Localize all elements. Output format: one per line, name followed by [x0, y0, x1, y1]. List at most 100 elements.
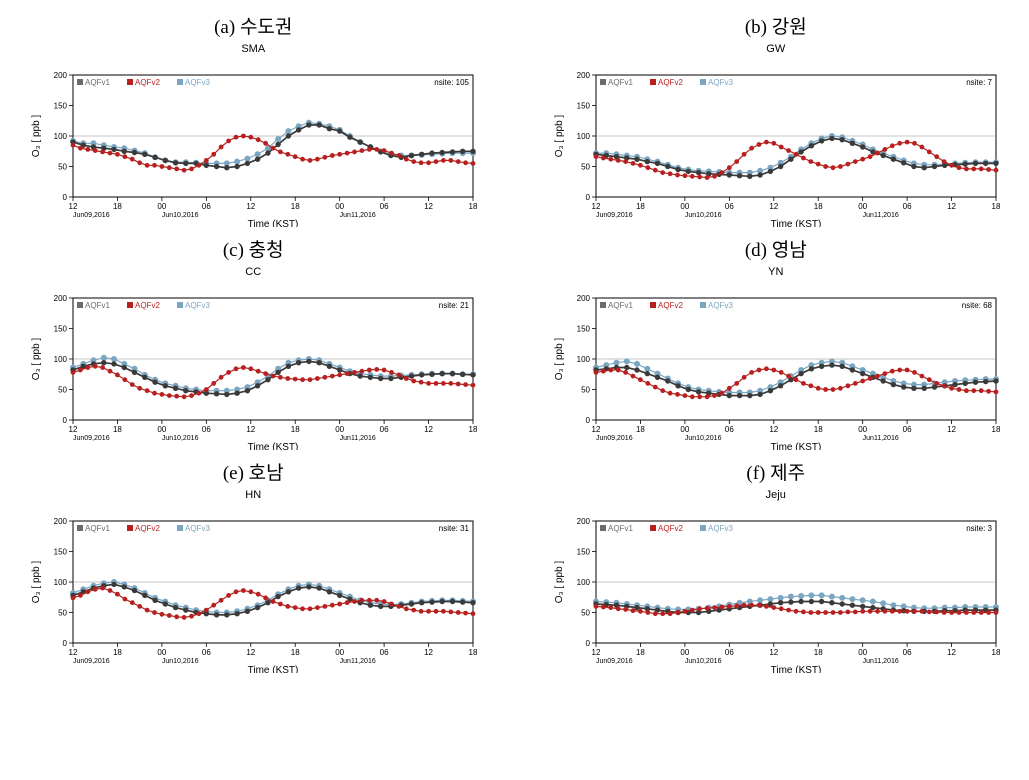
svg-text:AQFv3: AQFv3 [185, 524, 210, 533]
svg-text:AQFv3: AQFv3 [708, 524, 733, 533]
y-axis-label: O₃ [ ppb ] [31, 115, 42, 158]
svg-text:12: 12 [247, 425, 256, 434]
svg-text:100: 100 [576, 355, 590, 364]
svg-text:06: 06 [725, 425, 734, 434]
svg-text:12: 12 [424, 648, 433, 657]
svg-text:AQFv1: AQFv1 [608, 78, 633, 87]
chart-d: 050100150200 12180006121800061218 Jun09,… [546, 280, 1006, 450]
svg-text:100: 100 [576, 578, 590, 587]
svg-text:06: 06 [902, 425, 911, 434]
panel-e: (e) 호남 HN 050100150200 12180006121800061… [12, 458, 495, 673]
svg-text:00: 00 [858, 425, 867, 434]
svg-text:00: 00 [680, 202, 689, 211]
svg-text:06: 06 [202, 648, 211, 657]
svg-text:00: 00 [158, 425, 167, 434]
svg-text:18: 18 [636, 202, 645, 211]
panel-caption: (a) 수도권 [214, 12, 292, 39]
svg-text:AQFv2: AQFv2 [135, 524, 160, 533]
svg-text:AQFv1: AQFv1 [85, 524, 110, 533]
svg-text:12: 12 [769, 648, 778, 657]
svg-text:12: 12 [69, 202, 78, 211]
chart-c: 050100150200 12180006121800061218 Jun09,… [23, 280, 483, 450]
nsite-label: nsite: 7 [966, 78, 992, 87]
svg-text:00: 00 [335, 425, 344, 434]
svg-text:AQFv3: AQFv3 [185, 301, 210, 310]
svg-text:200: 200 [576, 517, 590, 526]
panel-f: (f) 제주 Jeju 050100150200 121800061218000… [535, 458, 1018, 673]
chart-svg: 050100150200 12180006121800061218 Jun09,… [546, 503, 1006, 673]
svg-text:12: 12 [424, 202, 433, 211]
svg-text:00: 00 [335, 648, 344, 657]
svg-text:18: 18 [814, 425, 823, 434]
panel-caption: (f) 제주 [746, 458, 805, 485]
svg-text:AQFv3: AQFv3 [185, 78, 210, 87]
chart-b: 050100150200 12180006121800061218 Jun09,… [546, 57, 1006, 227]
nsite-label: nsite: 31 [439, 524, 470, 533]
svg-text:06: 06 [380, 648, 389, 657]
x-axis-label: Time (KST) [248, 442, 299, 450]
svg-text:150: 150 [576, 102, 590, 111]
x-axis-label: Time (KST) [770, 665, 821, 673]
svg-text:150: 150 [576, 548, 590, 557]
svg-text:06: 06 [902, 648, 911, 657]
svg-text:100: 100 [576, 132, 590, 141]
svg-text:06: 06 [725, 202, 734, 211]
panel-caption: (d) 영남 [745, 235, 807, 262]
chart-svg: 050100150200 12180006121800061218 Jun09,… [23, 57, 483, 227]
svg-text:18: 18 [991, 202, 1000, 211]
svg-text:AQFv2: AQFv2 [658, 301, 683, 310]
svg-text:150: 150 [54, 325, 68, 334]
svg-text:Jun10,2016: Jun10,2016 [685, 658, 722, 665]
svg-text:0: 0 [63, 416, 68, 425]
svg-text:12: 12 [591, 202, 600, 211]
svg-text:18: 18 [469, 202, 478, 211]
svg-text:Jun09,2016: Jun09,2016 [596, 435, 633, 442]
svg-text:12: 12 [424, 425, 433, 434]
svg-text:18: 18 [469, 425, 478, 434]
svg-text:50: 50 [581, 386, 590, 395]
svg-text:00: 00 [858, 648, 867, 657]
svg-text:100: 100 [54, 578, 68, 587]
svg-text:0: 0 [63, 639, 68, 648]
chart-a: 050100150200 12180006121800061218 Jun09,… [23, 57, 483, 227]
svg-text:12: 12 [247, 648, 256, 657]
svg-text:12: 12 [947, 202, 956, 211]
svg-text:18: 18 [113, 202, 122, 211]
svg-text:18: 18 [636, 648, 645, 657]
svg-text:200: 200 [576, 71, 590, 80]
svg-text:12: 12 [591, 648, 600, 657]
svg-text:Jun09,2016: Jun09,2016 [596, 212, 633, 219]
svg-text:06: 06 [202, 202, 211, 211]
svg-text:18: 18 [291, 648, 300, 657]
svg-text:0: 0 [585, 639, 590, 648]
chart-svg: 050100150200 12180006121800061218 Jun09,… [23, 280, 483, 450]
svg-text:12: 12 [69, 425, 78, 434]
svg-text:200: 200 [54, 517, 68, 526]
y-axis-label: O₃ [ ppb ] [554, 338, 565, 381]
svg-text:00: 00 [680, 425, 689, 434]
svg-text:Jun10,2016: Jun10,2016 [162, 212, 199, 219]
svg-text:Jun09,2016: Jun09,2016 [73, 435, 110, 442]
svg-text:AQFv3: AQFv3 [708, 78, 733, 87]
svg-text:18: 18 [814, 202, 823, 211]
svg-text:12: 12 [769, 425, 778, 434]
svg-text:18: 18 [113, 648, 122, 657]
svg-text:AQFv1: AQFv1 [85, 301, 110, 310]
svg-text:00: 00 [158, 202, 167, 211]
svg-text:12: 12 [769, 202, 778, 211]
panel-subtitle: GW [766, 43, 785, 55]
svg-text:18: 18 [469, 648, 478, 657]
y-axis-label: O₃ [ ppb ] [554, 561, 565, 604]
svg-text:06: 06 [202, 425, 211, 434]
svg-text:0: 0 [63, 193, 68, 202]
panel-caption: (c) 충청 [223, 235, 284, 262]
svg-text:0: 0 [585, 193, 590, 202]
panel-caption: (b) 강원 [745, 12, 807, 39]
x-axis-label: Time (KST) [770, 442, 821, 450]
svg-text:50: 50 [581, 163, 590, 172]
svg-text:18: 18 [991, 648, 1000, 657]
y-axis-label: O₃ [ ppb ] [554, 115, 565, 158]
svg-text:Jun10,2016: Jun10,2016 [162, 658, 199, 665]
svg-text:AQFv2: AQFv2 [658, 78, 683, 87]
svg-text:Jun09,2016: Jun09,2016 [73, 658, 110, 665]
